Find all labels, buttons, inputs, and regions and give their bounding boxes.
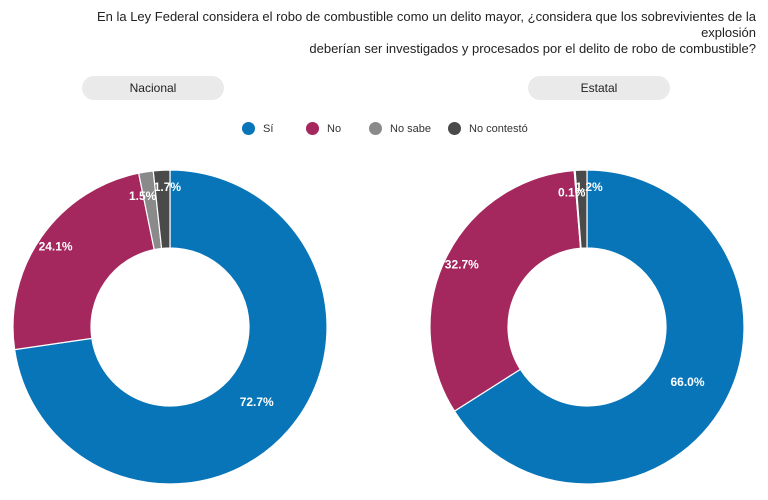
legend-swatch-si — [242, 121, 255, 135]
legend-swatch-no-contesto — [448, 121, 461, 135]
donut-chart-estatal: 66.0% 32.7% 0.1%1.2% — [429, 169, 745, 485]
data-label-estatal-no: 32.7% — [445, 258, 479, 272]
data-label-nacional-no: 24.1% — [39, 240, 73, 254]
legend-swatch-no-sabe — [369, 121, 382, 135]
question-line-2: deberían ser investigados y procesados p… — [309, 41, 756, 56]
data-label-nacional-no-contesto: 1.7% — [154, 180, 182, 194]
data-label-estatal-si: 66.0% — [670, 375, 704, 389]
slice-nacional-si[interactable] — [13, 169, 328, 485]
legend-item-si[interactable]: Sí — [242, 120, 273, 138]
data-label-estatal-no-sabe: 0.1% — [558, 186, 586, 200]
legend-label-no-sabe: No sabe — [390, 123, 431, 135]
chart-title-estatal: Estatal — [528, 76, 670, 100]
legend-item-no[interactable]: No — [306, 120, 341, 138]
legend-label-no-contesto: No contestó — [469, 123, 528, 135]
legend-label-si: Sí — [263, 123, 274, 135]
data-label-estatal-no-contesto: 1.2% — [575, 180, 603, 194]
slice-estatal-no-contesto[interactable] — [574, 169, 588, 249]
legend-swatch-no — [306, 121, 319, 135]
question-text: En la Ley Federal considera el robo de c… — [56, 9, 756, 57]
legend-item-no-sabe[interactable]: No sabe — [369, 120, 431, 138]
data-label-nacional-no-sabe: 1.5% — [129, 189, 157, 203]
legend: Sí No No sabe No contestó — [242, 120, 562, 138]
legend-label-no: No — [327, 123, 342, 135]
chart-title-nacional: Nacional — [82, 76, 224, 100]
slice-nacional-no[interactable] — [12, 172, 155, 351]
slice-estatal-no[interactable] — [429, 169, 582, 412]
question-line-1: En la Ley Federal considera el robo de c… — [96, 9, 756, 40]
slice-nacional-no-contesto[interactable] — [152, 169, 171, 250]
legend-item-no-contesto[interactable]: No contestó — [448, 120, 528, 138]
slice-estatal-si[interactable] — [453, 169, 745, 485]
donut-chart-nacional: 72.7% 24.1% 1.5%1.7% — [12, 169, 328, 485]
data-label-nacional-si: 72.7% — [240, 395, 274, 409]
